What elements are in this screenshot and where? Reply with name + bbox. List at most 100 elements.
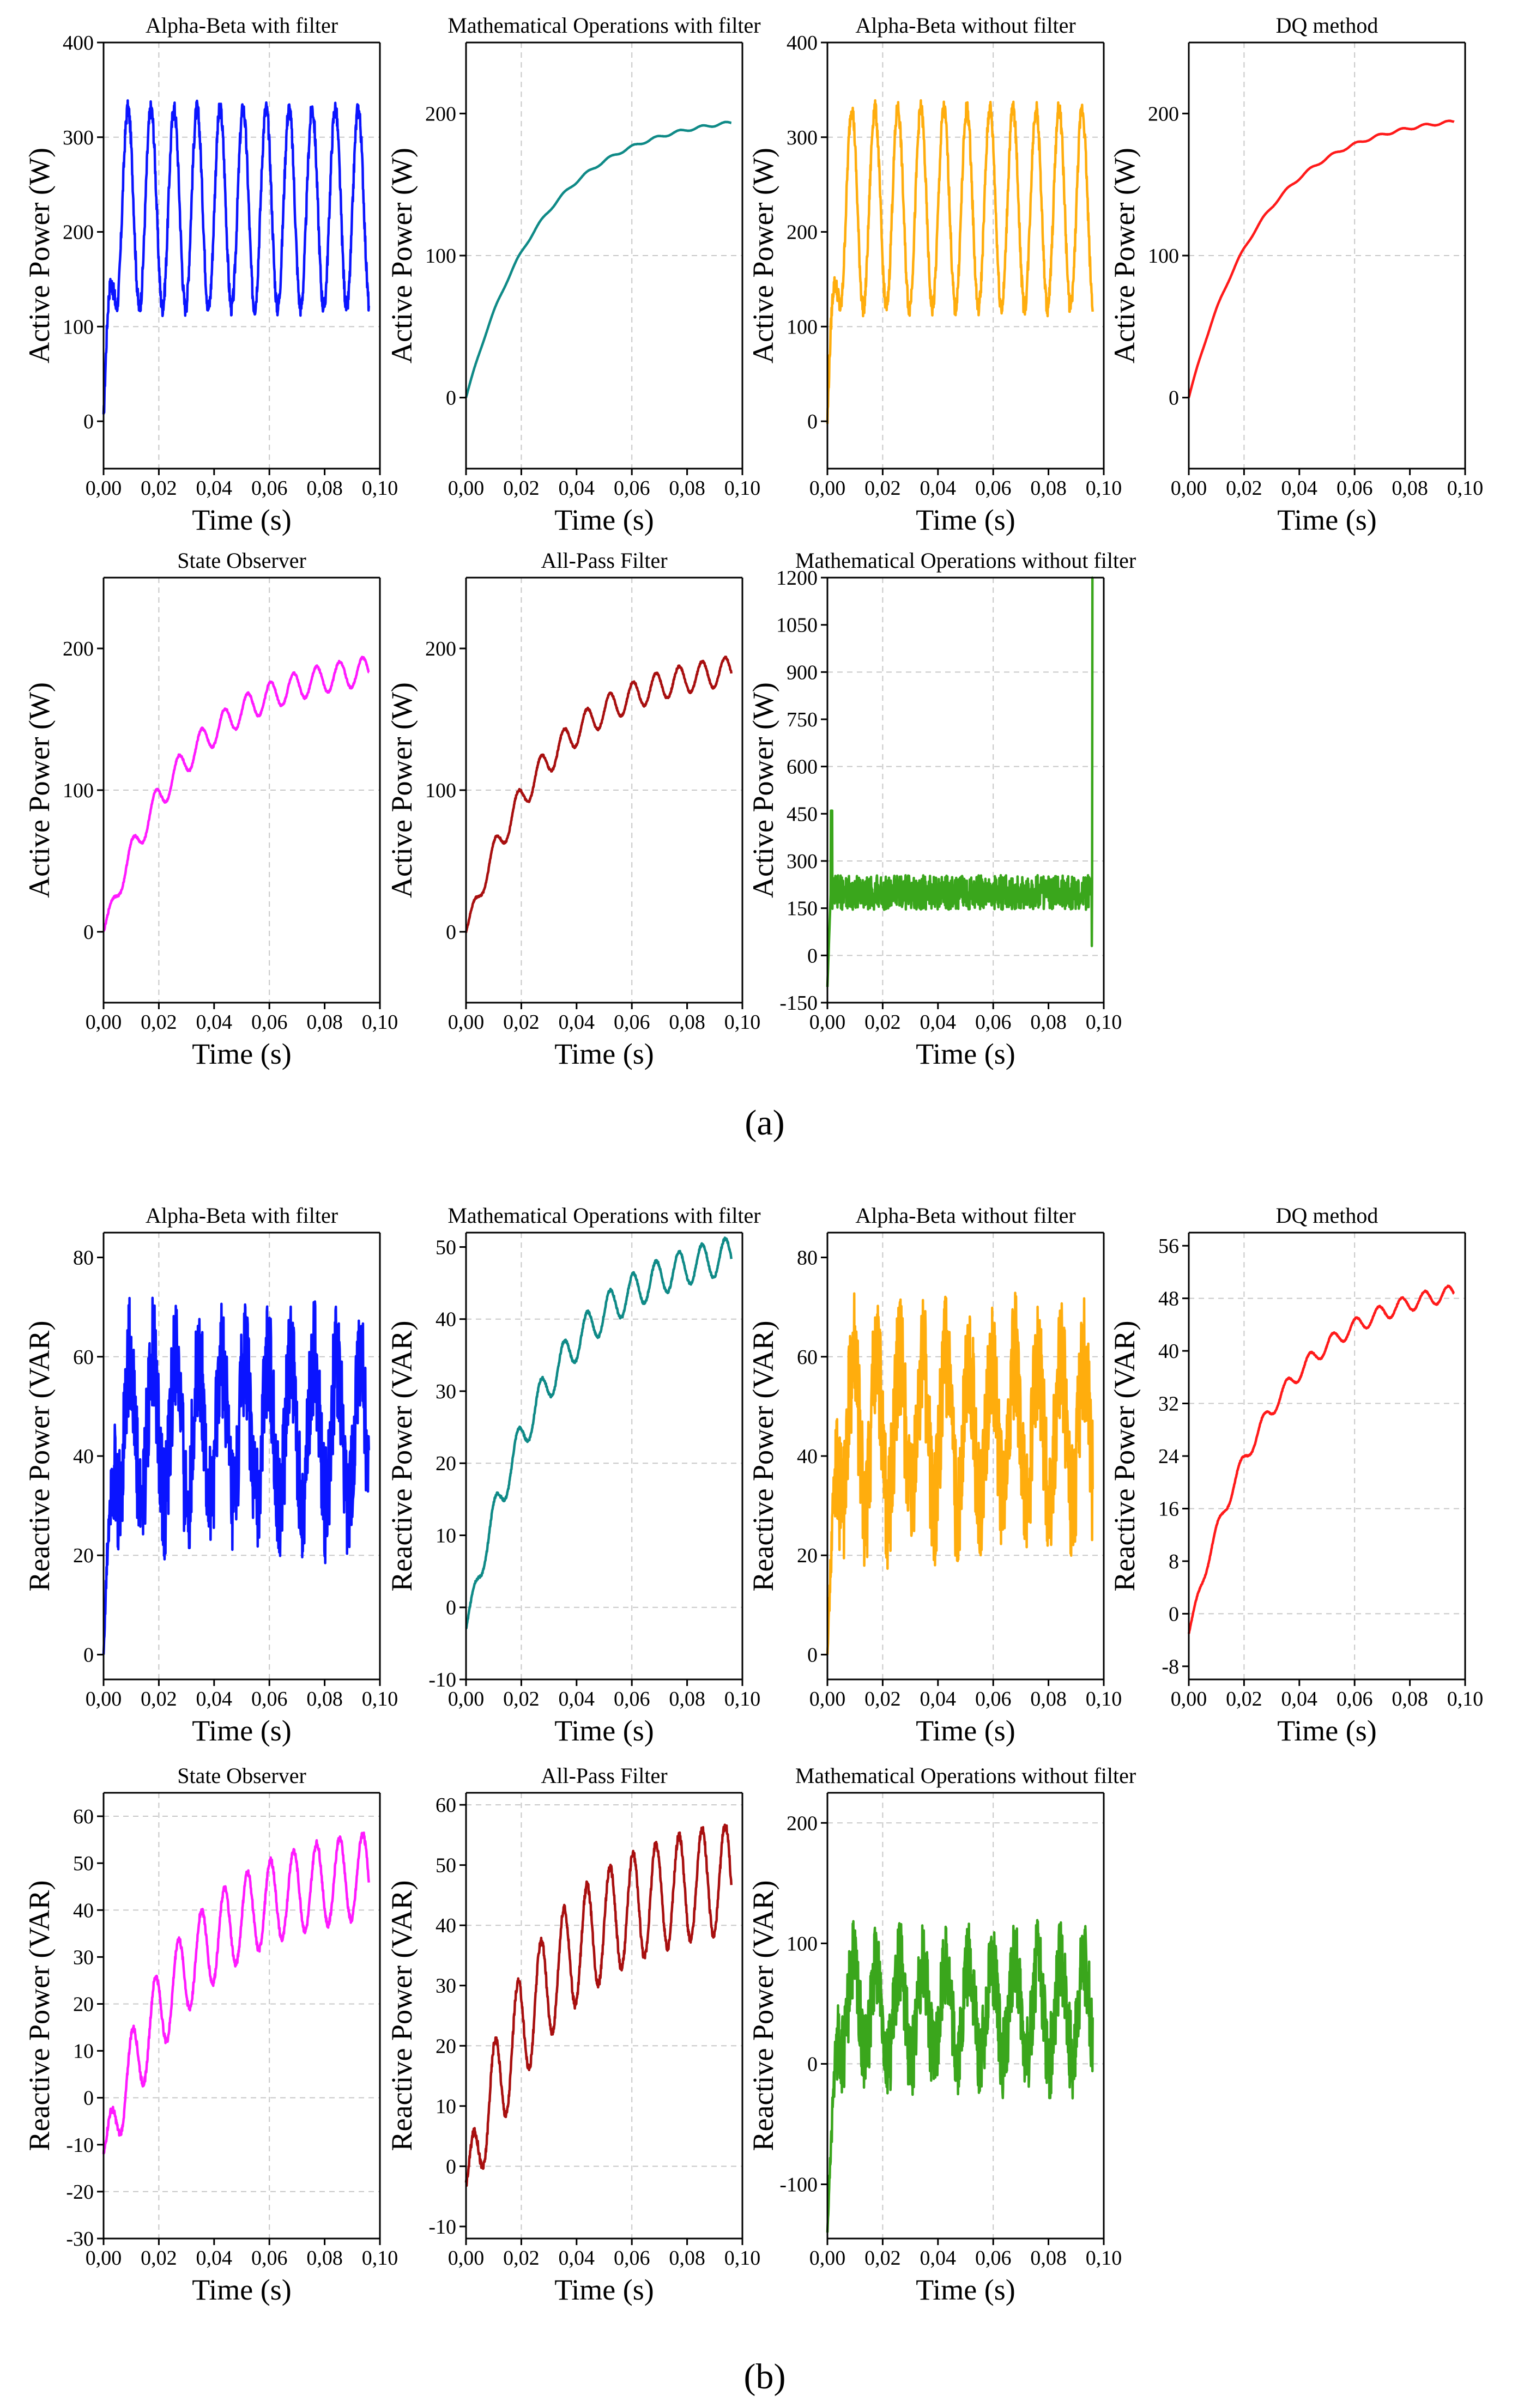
- x-tick-label: 0,02: [1226, 1688, 1262, 1711]
- y-axis-label: Reactive Power (VAR): [23, 1881, 56, 2151]
- x-tick-label: 0,06: [614, 1688, 650, 1711]
- y-tick-label: 48: [1158, 1288, 1179, 1311]
- x-tick-label: 0,08: [1392, 477, 1428, 500]
- y-tick-label: 0: [446, 2155, 456, 2178]
- x-axis-label: Time (s): [192, 1038, 292, 1070]
- x-tick-label: 0,02: [141, 1011, 177, 1034]
- chart-title: DQ method: [1276, 13, 1378, 38]
- x-tick-label: 0,00: [448, 2247, 485, 2270]
- y-tick-label: 300: [63, 126, 94, 149]
- x-tick-label: 0,10: [1086, 1011, 1122, 1034]
- y-tick-label: 20: [436, 1452, 456, 1475]
- y-tick-label: 1200: [776, 567, 818, 590]
- series-line-P: [464, 656, 733, 933]
- x-tick-label: 0,06: [251, 2247, 288, 2270]
- x-tick-label: 0,04: [920, 2247, 957, 2270]
- series-line-Q: [826, 1919, 1094, 2233]
- y-axis-label: Reactive Power (VAR): [385, 1321, 418, 1592]
- y-tick-label: -10: [428, 2216, 456, 2239]
- x-tick-label: 0,06: [975, 477, 1012, 500]
- x-tick-label: 0,04: [920, 1011, 957, 1034]
- y-tick-label: 0: [807, 1643, 818, 1666]
- x-tick-label: 0,00: [809, 1688, 846, 1711]
- series-line-P: [826, 576, 1094, 987]
- chart-title: DQ method: [1276, 1203, 1378, 1228]
- x-axis-label: Time (s): [192, 1714, 292, 1747]
- y-tick-label: 0: [1169, 387, 1179, 410]
- x-tick-label: 0,08: [1030, 477, 1067, 500]
- y-tick-label: 200: [425, 102, 456, 125]
- chart-b-ab-filter: 0,00 0,02 0,04 0,06 0,08 0,10 0 20 40 60 80 Alpha-B…: [23, 1203, 398, 1747]
- series-line-P: [826, 99, 1094, 424]
- y-tick-label: 100: [787, 316, 818, 338]
- series-line-Q: [102, 1296, 370, 1655]
- x-tick-label: 0,10: [362, 2247, 398, 2270]
- chart-b-dq: 0,00 0,02 0,04 0,06 0,08 0,10 -8 0 8 16 24 32 40 48 56…: [1108, 1203, 1483, 1747]
- y-tick-label: 0: [1169, 1603, 1179, 1625]
- chart-b-math-filter: 0,00 0,02 0,04 0,06 0,08 0,10 -10 0 10 20 30 40 50 Ma…: [385, 1203, 761, 1747]
- y-tick-label: 60: [436, 1794, 456, 1817]
- chart-title: Mathematical Operations without filter: [795, 1763, 1136, 1788]
- y-axis-label: Active Power (W): [747, 148, 779, 363]
- y-tick-label: 0: [807, 2053, 818, 2076]
- y-tick-label: 0: [807, 944, 818, 967]
- x-tick-label: 0,04: [1281, 477, 1318, 500]
- x-tick-label: 0,06: [251, 477, 288, 500]
- y-tick-label: 56: [1158, 1235, 1179, 1258]
- x-tick-label: 0,00: [809, 2247, 846, 2270]
- y-tick-label: 150: [787, 897, 818, 920]
- y-tick-label: 600: [787, 756, 818, 779]
- y-tick-label: 200: [63, 221, 94, 244]
- x-tick-label: 0,04: [196, 1688, 233, 1711]
- x-tick-label: 0,10: [362, 477, 398, 500]
- x-tick-label: 0,08: [306, 477, 343, 500]
- x-tick-label: 0,02: [864, 1688, 901, 1711]
- y-tick-label: 900: [787, 661, 818, 684]
- y-tick-label: -8: [1162, 1655, 1179, 1678]
- chart-a-math-nofilter: 0,00 0,02 0,04 0,06 0,08 0,10 -150 0 150 300 450 60…: [747, 548, 1136, 1070]
- x-tick-label: 0,06: [251, 1688, 288, 1711]
- x-tick-label: 0,00: [448, 477, 485, 500]
- chart-title: All-Pass Filter: [541, 1763, 667, 1788]
- x-tick-label: 0,06: [975, 1688, 1012, 1711]
- y-tick-label: 400: [787, 32, 818, 54]
- y-tick-label: 40: [73, 1445, 94, 1468]
- panel-b-label: (b): [744, 2357, 786, 2397]
- x-tick-label: 0,02: [864, 2247, 901, 2270]
- x-tick-label: 0,00: [809, 1011, 846, 1034]
- x-tick-label: 0,08: [306, 1688, 343, 1711]
- y-tick-label: 50: [73, 1852, 94, 1875]
- x-tick-label: 0,00: [1171, 477, 1207, 500]
- x-tick-label: 0,04: [1281, 1688, 1318, 1711]
- x-tick-label: 0,08: [1030, 1011, 1067, 1034]
- y-tick-label: 50: [436, 1854, 456, 1877]
- chart-title: Mathematical Operations with filter: [447, 1203, 760, 1228]
- series-line-Q: [826, 1291, 1094, 1655]
- y-tick-label: 200: [63, 638, 94, 660]
- y-tick-label: 20: [73, 1993, 94, 2016]
- chart-a-all-pass: 0,00 0,02 0,04 0,06 0,08 0,10 0 100 200 All-Pass …: [385, 548, 760, 1070]
- y-tick-label: 100: [425, 245, 456, 268]
- y-tick-label: 0: [83, 921, 94, 944]
- x-tick-label: 0,10: [1447, 1688, 1484, 1711]
- series-line-Q: [465, 1236, 733, 1630]
- chart-title: Alpha-Beta with filter: [146, 1203, 338, 1228]
- y-tick-label: 200: [1148, 102, 1179, 125]
- series-line-P: [102, 656, 370, 932]
- x-tick-label: 0,00: [1171, 1688, 1207, 1711]
- x-tick-label: 0,02: [141, 2247, 177, 2270]
- x-tick-label: 0,10: [724, 2247, 761, 2270]
- y-axis-label: Reactive Power (VAR): [1108, 1321, 1141, 1592]
- y-tick-label: 0: [446, 1597, 456, 1620]
- chart-title: Mathematical Operations without filter: [795, 548, 1136, 573]
- x-tick-label: 0,00: [86, 2247, 122, 2270]
- x-tick-label: 0,10: [724, 477, 761, 500]
- x-axis-label: Time (s): [192, 504, 292, 536]
- chart-title: Alpha-Beta without filter: [855, 13, 1075, 38]
- x-axis-label: Time (s): [554, 2273, 654, 2306]
- series-line-P: [1187, 119, 1455, 398]
- x-tick-label: 0,00: [86, 477, 122, 500]
- x-axis-label: Time (s): [916, 504, 1015, 536]
- y-axis-label: Active Power (W): [1108, 148, 1141, 363]
- y-tick-label: 40: [797, 1445, 818, 1468]
